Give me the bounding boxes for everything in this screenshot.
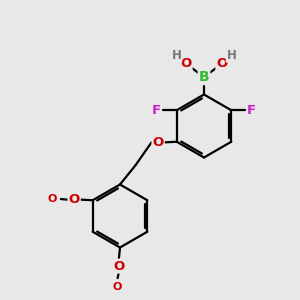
Text: O: O: [113, 281, 122, 292]
Text: H: H: [172, 49, 181, 62]
Text: O: O: [152, 136, 164, 149]
Text: O: O: [113, 260, 124, 273]
Text: O: O: [68, 193, 80, 206]
Text: O: O: [216, 57, 228, 70]
Text: F: F: [152, 104, 161, 117]
Text: O: O: [180, 57, 192, 70]
Text: O: O: [48, 194, 57, 204]
Text: F: F: [247, 104, 256, 117]
Text: H: H: [227, 49, 236, 62]
Text: B: B: [199, 70, 209, 84]
